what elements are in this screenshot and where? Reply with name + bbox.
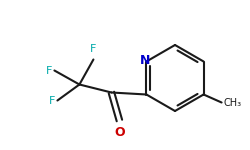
- Text: N: N: [140, 54, 150, 67]
- Text: CH₃: CH₃: [224, 99, 242, 108]
- Text: F: F: [49, 96, 56, 105]
- Text: F: F: [90, 45, 96, 54]
- Text: O: O: [114, 126, 125, 140]
- Text: F: F: [46, 66, 52, 75]
